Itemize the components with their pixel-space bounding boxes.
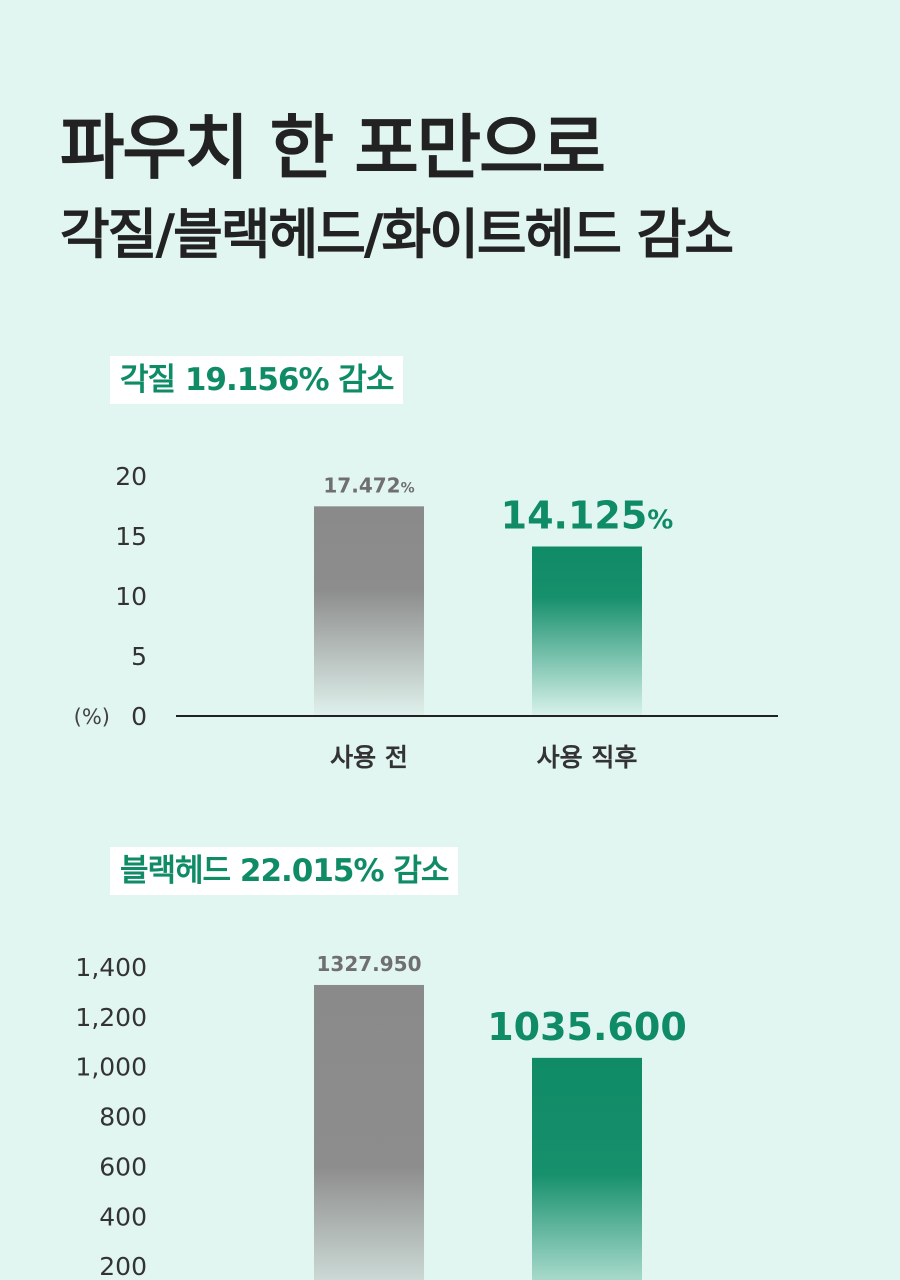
y-tick-label: 10 [115, 582, 147, 611]
chart-1-title-badge: 각질 19.156% 감소 [110, 356, 404, 404]
y-tick-label: 0 [131, 702, 147, 731]
value-label-after: 14.125% [501, 494, 674, 538]
exfoliation-bar-chart: 0 5 10 15 20 (%) 17.472% 사용 전 14.125% 사용 직후 [74, 462, 778, 772]
category-label: 사용 전 [330, 743, 408, 772]
y-tick-label: 5 [131, 642, 147, 671]
value-label-before: 1327.950 [316, 952, 421, 976]
bar-after [532, 546, 642, 716]
subheadline: 각질/블랙헤드/화이트헤드 감소 [60, 203, 734, 266]
category-label: 사용 직후 [537, 743, 638, 772]
y-unit-label: (%) [74, 705, 110, 729]
y-tick-label: 20 [115, 462, 147, 491]
blackhead-bar-chart: 200 400 600 800 1,000 1,200 1,400 1327.950 1035.… [75, 952, 687, 1280]
bar-before [314, 984, 424, 1280]
y-tick-label: 15 [115, 522, 147, 551]
y-tick-label: 200 [99, 1252, 147, 1280]
y-tick-label: 800 [99, 1103, 147, 1132]
y-tick-label: 1,400 [75, 953, 147, 982]
value-label-before: 17.472% [323, 473, 414, 497]
chart-2-title-badge: 블랙헤드 22.015% 감소 [110, 847, 459, 895]
bar-before [314, 506, 424, 716]
y-tick-label: 400 [99, 1202, 147, 1231]
bar-after [532, 1057, 642, 1280]
headline: 파우치 한 포만으로 [60, 107, 606, 189]
y-tick-label: 600 [99, 1152, 147, 1181]
value-label-after: 1035.600 [487, 1005, 687, 1049]
y-tick-label: 1,200 [75, 1003, 147, 1032]
y-tick-label: 1,000 [75, 1053, 147, 1082]
